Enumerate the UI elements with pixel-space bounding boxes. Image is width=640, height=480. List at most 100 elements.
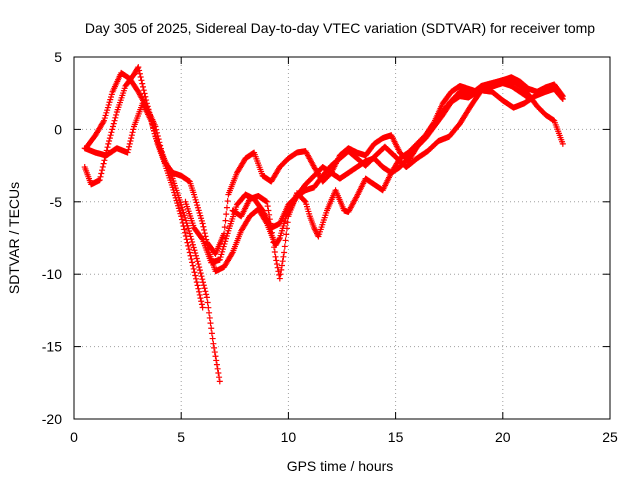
data-point <box>184 239 191 246</box>
data-point <box>208 325 215 332</box>
data-point <box>113 111 120 118</box>
x-tick-label: 0 <box>70 429 78 445</box>
data-point <box>187 252 194 259</box>
y-tick-label: -5 <box>50 194 63 210</box>
data-point <box>189 262 196 269</box>
data-point <box>139 80 146 87</box>
data-point <box>126 140 133 147</box>
data-point <box>270 239 277 246</box>
data-point <box>141 90 148 97</box>
data-point <box>178 204 185 211</box>
data-point <box>188 256 195 263</box>
x-tick-label: 25 <box>602 429 618 445</box>
data-point <box>194 202 201 209</box>
data-point <box>185 242 192 249</box>
data-point <box>204 299 211 306</box>
data-point <box>216 378 223 385</box>
data-point <box>213 361 220 368</box>
data-point <box>219 246 226 253</box>
data-point <box>196 264 203 271</box>
data-point <box>192 272 199 279</box>
data-point <box>196 267 203 274</box>
data-point <box>273 261 280 268</box>
data-point <box>179 206 186 213</box>
data-point <box>193 279 200 286</box>
data-point <box>103 109 110 116</box>
data-point <box>182 214 189 221</box>
data-point <box>183 220 190 227</box>
data-point <box>178 213 185 220</box>
data-point <box>203 294 210 301</box>
data-point <box>198 217 205 224</box>
data-point <box>559 140 566 147</box>
data-point <box>124 149 131 156</box>
data-point <box>127 137 134 144</box>
data-series <box>182 80 532 266</box>
data-point <box>101 157 108 164</box>
data-point <box>128 132 135 139</box>
data-point <box>96 177 103 184</box>
data-point <box>223 233 230 240</box>
y-tick-label: -20 <box>42 411 62 427</box>
data-point <box>199 220 206 227</box>
data-point <box>99 163 106 170</box>
y-tick-label: -15 <box>42 339 62 355</box>
data-point <box>107 132 114 139</box>
data-point <box>107 96 114 103</box>
data-point <box>137 74 144 81</box>
data-point <box>198 215 205 222</box>
data-point <box>181 212 188 219</box>
plot-frame <box>73 56 611 420</box>
data-point <box>282 237 289 244</box>
data-point <box>194 282 201 289</box>
data-point <box>223 235 230 242</box>
data-point <box>193 275 200 282</box>
data-point <box>178 216 185 223</box>
x-tick-label: 20 <box>495 429 511 445</box>
data-point <box>186 230 193 237</box>
data-point <box>128 135 135 142</box>
data-point <box>559 93 566 100</box>
data-point <box>211 344 218 351</box>
data-point <box>216 256 223 263</box>
data-point <box>559 92 566 99</box>
data-point <box>200 223 207 230</box>
data-point <box>193 255 200 262</box>
data-point <box>218 251 225 258</box>
data-point <box>185 246 192 253</box>
data-point <box>106 135 113 142</box>
data-point <box>106 137 113 144</box>
data-point <box>213 357 220 364</box>
data-point <box>104 107 111 114</box>
data-point <box>197 270 204 277</box>
data-point <box>185 228 192 235</box>
data-point <box>102 112 109 119</box>
data-point <box>192 196 199 203</box>
data-point <box>222 217 229 224</box>
data-point <box>140 87 147 94</box>
data-point <box>206 309 213 316</box>
data-point <box>211 349 218 356</box>
data-point <box>99 167 106 174</box>
data-point <box>198 298 205 305</box>
data-point <box>206 314 213 321</box>
data-point <box>271 244 278 251</box>
data-point <box>278 262 285 269</box>
data-point <box>201 230 208 237</box>
data-point <box>193 199 200 206</box>
data-point <box>101 117 108 124</box>
data-point <box>186 249 193 256</box>
data-point <box>280 253 287 260</box>
data-point <box>135 64 142 71</box>
data-point <box>271 248 278 255</box>
data-point <box>265 207 272 214</box>
data-point <box>138 77 145 84</box>
data-point <box>100 119 107 126</box>
data-point <box>104 104 111 111</box>
data-point <box>301 198 308 205</box>
data-point <box>176 208 183 215</box>
data-point <box>195 261 202 268</box>
data-point <box>192 250 199 257</box>
data-point <box>216 374 223 381</box>
data-points <box>81 64 566 385</box>
